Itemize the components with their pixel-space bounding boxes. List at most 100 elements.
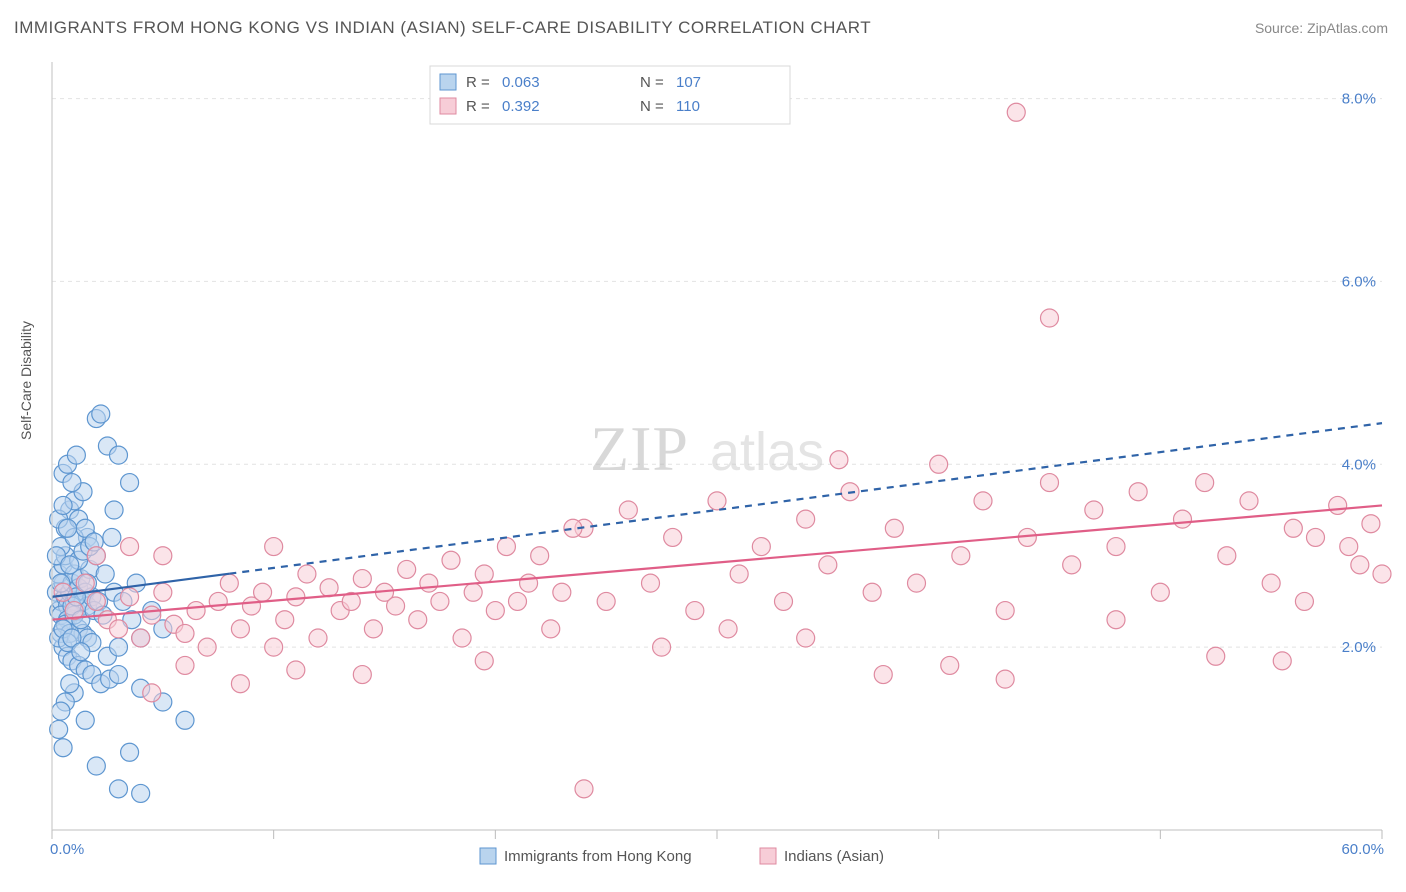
data-point	[67, 446, 85, 464]
legend-r-value: 0.392	[502, 98, 540, 115]
data-point	[110, 666, 128, 684]
data-point	[1240, 492, 1258, 510]
data-point	[132, 784, 150, 802]
data-point	[87, 592, 105, 610]
trend-line-solid	[52, 505, 1382, 619]
data-point	[797, 629, 815, 647]
data-point	[952, 547, 970, 565]
legend-n-value: 107	[676, 74, 701, 91]
data-point	[105, 501, 123, 519]
data-point	[87, 547, 105, 565]
data-point	[353, 666, 371, 684]
data-point	[1351, 556, 1369, 574]
data-point	[187, 602, 205, 620]
data-point	[387, 597, 405, 615]
legend-r-label: R =	[466, 74, 490, 91]
data-point	[619, 501, 637, 519]
data-point	[453, 629, 471, 647]
data-point	[398, 560, 416, 578]
data-point	[1340, 538, 1358, 556]
data-point	[59, 519, 77, 537]
legend-n-label: N =	[640, 98, 664, 115]
data-point	[509, 592, 527, 610]
data-point	[143, 684, 161, 702]
data-point	[132, 629, 150, 647]
data-point	[1107, 538, 1125, 556]
data-point	[353, 570, 371, 588]
data-point	[72, 643, 90, 661]
data-point	[1307, 528, 1325, 546]
data-point	[1007, 103, 1025, 121]
data-point	[52, 702, 70, 720]
data-point	[930, 455, 948, 473]
data-point	[103, 528, 121, 546]
data-point	[553, 583, 571, 601]
data-point	[92, 405, 110, 423]
data-point	[265, 638, 283, 656]
data-point	[996, 670, 1014, 688]
bottom-legend-label: Immigrants from Hong Kong	[504, 848, 692, 865]
data-point	[653, 638, 671, 656]
legend-r-value: 0.063	[502, 74, 540, 91]
data-point	[775, 592, 793, 610]
data-point	[121, 588, 139, 606]
data-point	[1362, 515, 1380, 533]
data-point	[708, 492, 726, 510]
bottom-legend-swatch	[480, 848, 496, 864]
data-point	[1295, 592, 1313, 610]
data-point	[1085, 501, 1103, 519]
data-point	[1218, 547, 1236, 565]
data-point	[1151, 583, 1169, 601]
data-point	[76, 711, 94, 729]
data-point	[276, 611, 294, 629]
data-point	[1063, 556, 1081, 574]
data-point	[209, 592, 227, 610]
y-tick-label: 4.0%	[1342, 456, 1376, 473]
x-min-label: 0.0%	[50, 841, 84, 858]
data-point	[885, 519, 903, 537]
data-point	[76, 574, 94, 592]
data-point	[830, 451, 848, 469]
svg-text:atlas: atlas	[710, 422, 824, 482]
data-point	[719, 620, 737, 638]
data-point	[1196, 474, 1214, 492]
legend-n-value: 110	[676, 98, 700, 115]
bottom-legend-label: Indians (Asian)	[784, 848, 884, 865]
data-point	[110, 446, 128, 464]
data-point	[110, 780, 128, 798]
data-point	[96, 565, 114, 583]
data-point	[420, 574, 438, 592]
data-point	[298, 565, 316, 583]
data-point	[686, 602, 704, 620]
watermark: ZIPatlas	[590, 413, 824, 484]
data-point	[908, 574, 926, 592]
data-point	[110, 620, 128, 638]
data-point	[464, 583, 482, 601]
data-point	[176, 711, 194, 729]
x-max-label: 60.0%	[1341, 841, 1384, 858]
data-point	[996, 602, 1014, 620]
data-point	[309, 629, 327, 647]
legend-n-label: N =	[640, 74, 664, 91]
data-point	[475, 565, 493, 583]
data-point	[752, 538, 770, 556]
data-point	[61, 556, 79, 574]
data-point	[320, 579, 338, 597]
data-point	[1207, 647, 1225, 665]
data-point	[287, 588, 305, 606]
data-point	[121, 538, 139, 556]
data-point	[542, 620, 560, 638]
data-point	[863, 583, 881, 601]
y-tick-label: 2.0%	[1342, 639, 1376, 656]
data-point	[575, 780, 593, 798]
data-point	[110, 638, 128, 656]
data-point	[364, 620, 382, 638]
data-point	[642, 574, 660, 592]
data-point	[54, 583, 72, 601]
data-point	[1041, 474, 1059, 492]
data-point	[974, 492, 992, 510]
data-point	[54, 496, 72, 514]
data-point	[1129, 483, 1147, 501]
correlation-scatter-chart: 2.0%4.0%6.0%8.0%ZIPatlas0.0%60.0%R =0.06…	[0, 0, 1406, 892]
legend-swatch	[440, 74, 456, 90]
